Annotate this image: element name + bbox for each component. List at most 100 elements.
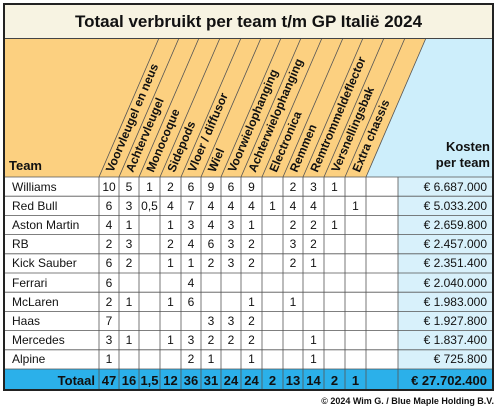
value-cell: 7 xyxy=(187,198,195,213)
value-cell xyxy=(201,274,221,292)
team-cost: € 2.351.400 xyxy=(423,256,487,271)
header-slant-line xyxy=(98,37,160,178)
value-cell: 1 xyxy=(146,179,153,194)
value-cell xyxy=(119,274,139,292)
cost-header-line2: per team xyxy=(435,155,490,170)
team-cost: € 1.837.400 xyxy=(423,333,487,348)
team-name: Red Bull xyxy=(12,198,58,213)
total-cell: 1,5 xyxy=(140,372,159,388)
value-cell: 4 xyxy=(167,198,174,213)
value-cell: 3 xyxy=(227,256,235,271)
value-cell: 1 xyxy=(289,294,297,309)
team-name: Aston Martin xyxy=(12,218,80,232)
value-cell xyxy=(201,293,221,311)
value-cell xyxy=(119,312,139,330)
team-cost: € 6.687.000 xyxy=(423,179,487,194)
value-cell: 7 xyxy=(105,314,113,328)
value-cell xyxy=(345,178,366,196)
value-cell: 3 xyxy=(289,237,297,252)
value-cell: 4 xyxy=(248,198,255,213)
value-cell: 4 xyxy=(187,237,195,252)
total-cell: 36 xyxy=(183,372,199,388)
team-cost: € 2.040.000 xyxy=(423,275,487,290)
value-cell xyxy=(303,312,324,330)
value-cell xyxy=(345,293,366,311)
header-slant-line xyxy=(323,37,385,178)
value-cell: 3 xyxy=(187,218,195,232)
cost-header-line1: Kosten xyxy=(445,139,490,154)
cost-header-background xyxy=(366,38,492,177)
team-name: Williams xyxy=(12,179,57,194)
value-cell xyxy=(160,350,181,368)
value-cell xyxy=(139,254,160,272)
total-cell: 24 xyxy=(223,372,239,388)
value-cell: 4 xyxy=(187,275,195,290)
value-cell: 2 xyxy=(105,294,113,309)
team-cost: € 5.033.200 xyxy=(423,198,487,213)
total-cell: 16 xyxy=(121,372,137,388)
value-cell: 2 xyxy=(207,333,215,348)
value-cell xyxy=(345,331,366,349)
value-cell xyxy=(345,312,366,330)
value-cell: 1 xyxy=(248,294,255,309)
total-cell: 31 xyxy=(203,372,219,388)
value-cell xyxy=(139,331,160,349)
total-cell: 1 xyxy=(351,372,360,388)
value-cell: 3 xyxy=(125,198,133,213)
value-cell: 4 xyxy=(227,198,235,213)
value-cell: 1 xyxy=(269,198,276,213)
value-cell: 6 xyxy=(105,256,113,271)
value-cell xyxy=(119,350,139,368)
value-cell xyxy=(160,274,181,292)
value-cell: 2 xyxy=(105,237,113,252)
value-cell: 2 xyxy=(310,237,317,252)
header-slant-line xyxy=(180,37,242,178)
total-cell: 24 xyxy=(244,372,259,388)
value-cell: 1 xyxy=(167,218,174,232)
value-cell: 9 xyxy=(207,179,215,194)
header-slant-line xyxy=(365,37,427,178)
value-cell xyxy=(262,235,283,253)
team-cost: € 1.983.000 xyxy=(423,294,487,309)
value-cell: 2 xyxy=(167,237,174,252)
total-cell: 2 xyxy=(330,372,339,388)
value-cell: 5 xyxy=(125,179,133,194)
header-slant-line xyxy=(344,37,406,178)
value-cell: 1 xyxy=(125,294,133,309)
value-cell xyxy=(262,331,283,349)
cost-column-header: Kosten per team xyxy=(410,139,490,171)
value-cell: 1 xyxy=(331,218,338,232)
value-cell: 2 xyxy=(227,333,235,348)
value-cell: 2 xyxy=(248,314,255,328)
value-cell: 0,5 xyxy=(141,198,158,213)
total-cell: 14 xyxy=(306,372,321,388)
header-slant-line xyxy=(138,37,200,178)
team-cost: € 2.457.000 xyxy=(423,237,487,252)
value-cell: 1 xyxy=(352,198,359,213)
value-cell: 1 xyxy=(167,294,174,309)
total-cell: 13 xyxy=(285,372,301,388)
value-cell: 1 xyxy=(105,352,113,367)
value-cell: 3 xyxy=(105,333,113,348)
total-cell: 2 xyxy=(268,372,277,388)
value-cell xyxy=(324,350,345,368)
table-grid: Voorvleugel en neusAchtervleugelMonocoqu… xyxy=(5,37,492,389)
value-cell xyxy=(283,350,303,368)
value-cell: 3 xyxy=(187,333,195,348)
team-name: McLaren xyxy=(12,294,59,309)
value-cell xyxy=(221,293,241,311)
value-cell: 2 xyxy=(289,256,297,271)
value-cell: 6 xyxy=(207,237,215,252)
value-cell: 2 xyxy=(248,237,255,252)
value-cell: 1 xyxy=(310,352,317,367)
value-cell xyxy=(221,350,241,368)
value-cell: 3 xyxy=(125,237,133,252)
header-slant-line xyxy=(302,37,364,178)
value-cell xyxy=(324,312,345,330)
value-cell: 6 xyxy=(187,294,195,309)
value-cell xyxy=(262,293,283,311)
value-cell xyxy=(262,254,283,272)
value-cell xyxy=(324,254,345,272)
value-cell: 6 xyxy=(187,179,195,194)
header-slant-line xyxy=(200,37,262,178)
